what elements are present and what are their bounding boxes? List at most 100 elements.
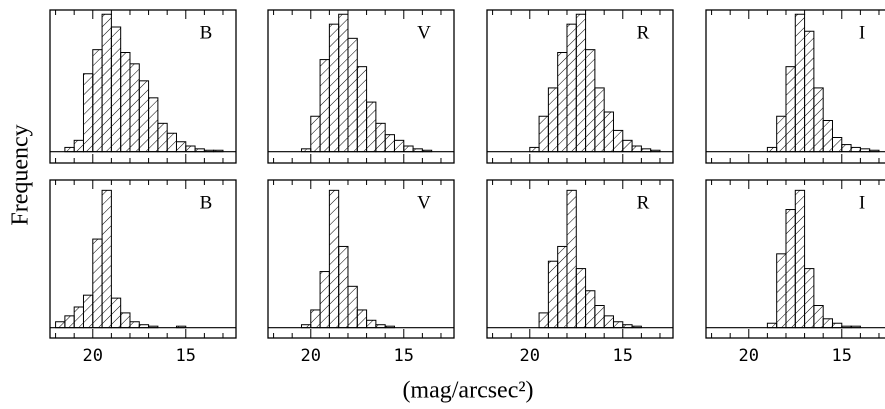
bar	[622, 139, 633, 153]
x-tick-label: 20	[739, 346, 759, 366]
bar	[319, 59, 330, 153]
bar	[566, 189, 577, 329]
bar	[393, 139, 405, 153]
bar	[575, 268, 587, 329]
bar	[319, 271, 330, 329]
panel: 20 15 B	[49, 179, 237, 366]
bar	[403, 145, 414, 153]
bar	[631, 145, 642, 153]
panel: R	[486, 9, 674, 164]
bar	[529, 146, 540, 153]
band-label: B	[200, 192, 213, 213]
bar	[73, 139, 84, 153]
bar	[841, 144, 852, 153]
y-axis-label: Frequency	[8, 124, 34, 225]
bar	[129, 321, 140, 329]
panel-frame	[267, 179, 455, 339]
panel-frame	[267, 9, 455, 164]
panel-frame	[486, 179, 674, 339]
bar	[547, 260, 559, 329]
bar	[347, 285, 358, 329]
bar	[831, 137, 843, 153]
panel-frame	[49, 179, 237, 339]
bar	[804, 30, 815, 153]
band-label: I	[859, 192, 865, 213]
bar	[822, 120, 833, 153]
bar	[101, 13, 112, 153]
bar	[101, 189, 112, 329]
bar	[166, 132, 177, 153]
bar	[366, 319, 377, 329]
bar	[129, 63, 140, 153]
bar	[175, 141, 187, 153]
panel: 20 15 V	[267, 179, 455, 366]
bar	[310, 115, 321, 153]
bar	[594, 305, 605, 329]
band-label: V	[417, 192, 431, 213]
bar	[310, 309, 321, 329]
panel: 20 15 I	[705, 179, 885, 366]
bar	[347, 37, 358, 153]
bar	[356, 309, 368, 329]
bar	[557, 245, 568, 329]
band-label: V	[417, 22, 431, 43]
bar	[538, 312, 549, 329]
x-tick-label: 15	[394, 346, 414, 366]
bar	[110, 297, 122, 329]
bar	[557, 52, 568, 153]
panel: 20 15 R	[486, 179, 674, 366]
bar	[813, 305, 824, 329]
panel-frame	[486, 9, 674, 164]
bar	[356, 66, 368, 153]
bar	[82, 73, 94, 153]
band-label: R	[637, 192, 650, 213]
bar	[612, 129, 624, 153]
bar	[831, 322, 843, 329]
panel-frame	[705, 179, 885, 339]
band-label: I	[859, 22, 865, 43]
bar	[850, 146, 861, 153]
bar	[73, 306, 84, 329]
bar	[64, 315, 75, 329]
bar	[538, 115, 549, 153]
band-label: B	[200, 22, 213, 43]
bar	[328, 189, 340, 329]
panel-frame	[705, 9, 885, 164]
bar	[585, 49, 596, 153]
x-tick-label: 15	[832, 346, 852, 366]
bar	[92, 49, 103, 153]
x-axis-label: (mag/arcsec²)	[402, 378, 533, 404]
bar	[612, 321, 624, 329]
bar	[785, 209, 796, 329]
bar	[766, 322, 778, 329]
bar	[375, 122, 386, 153]
bar	[813, 87, 824, 153]
bar	[110, 26, 122, 153]
bar	[766, 146, 778, 153]
bar	[82, 294, 94, 329]
bar	[776, 253, 787, 329]
bar	[822, 318, 833, 329]
x-tick-label: 15	[613, 346, 633, 366]
bar	[785, 66, 796, 153]
panel: I	[705, 9, 885, 164]
bar	[794, 189, 806, 329]
x-tick-label: 20	[83, 346, 103, 366]
bar	[185, 145, 196, 153]
bar	[366, 101, 377, 153]
panel-frame	[49, 9, 237, 164]
bar	[138, 80, 150, 153]
band-label: R	[637, 22, 650, 43]
bar	[338, 13, 349, 153]
bar	[575, 13, 587, 153]
x-tick-label: 20	[520, 346, 540, 366]
panel: V	[267, 9, 455, 164]
x-tick-label: 20	[301, 346, 321, 366]
panel: B	[49, 9, 237, 164]
bar	[120, 312, 131, 329]
bar	[594, 87, 605, 153]
bar	[603, 111, 614, 153]
bar	[585, 290, 596, 329]
bar	[384, 134, 395, 153]
